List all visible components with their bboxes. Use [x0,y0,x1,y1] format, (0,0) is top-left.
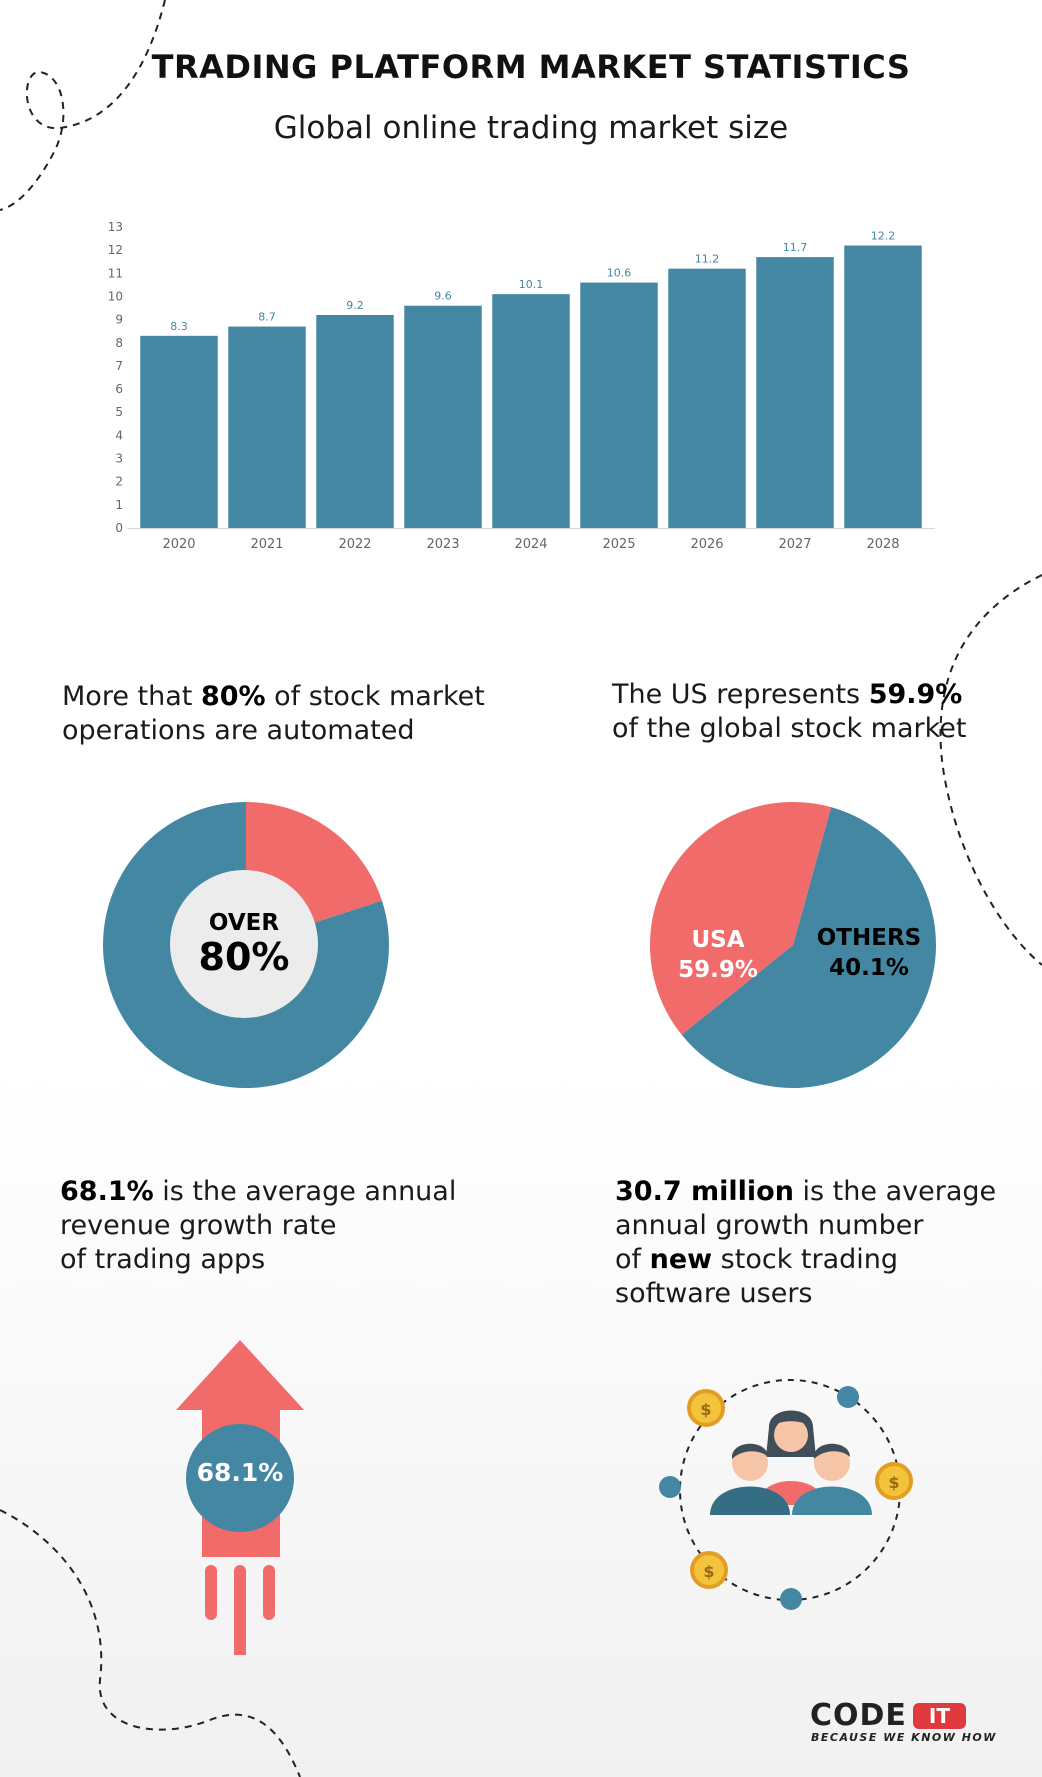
logo-tagline: BECAUSE WE KNOW HOW [811,1731,997,1744]
donut-center-value: 80% [198,935,290,979]
bar-value-label: 11.7 [783,241,808,254]
x-tick-label: 2027 [778,537,811,552]
x-tick-label: 2026 [690,537,723,552]
bar-value-label: 11.2 [695,253,720,266]
x-tick-label: 2021 [250,537,283,552]
y-tick-label: 4 [115,428,123,442]
svg-text:$: $ [888,1473,899,1492]
codeit-logo[interactable]: CODE IT [810,1698,967,1733]
y-tick-label: 5 [115,405,123,419]
bar [756,257,834,528]
bar-value-label: 10.6 [607,267,632,280]
bar [140,335,218,528]
bar [668,268,746,528]
x-tick-label: 2022 [338,537,371,552]
y-tick-label: 11 [108,266,123,280]
svg-text:$: $ [700,1400,711,1419]
automation-stat-text: More that 80% of stock market operations… [62,681,485,746]
x-tick-label: 2024 [514,537,547,552]
logo-code-text: CODE [810,1698,907,1733]
bar-value-label: 8.3 [170,320,188,333]
dollar-coin-icon: $ [687,1389,725,1427]
dollar-coin-icon: $ [875,1462,913,1500]
pie-label-usa: USA 59.9% [678,927,758,983]
bar [844,245,922,528]
x-tick-label: 2023 [426,537,459,552]
y-tick-label: 1 [115,498,123,512]
donut-center-top: OVER [208,910,280,936]
users-growth-stat-text: 30.7 million is the average annual growt… [615,1176,997,1309]
y-tick-label: 6 [115,382,123,396]
x-tick-label: 2020 [162,537,195,552]
y-tick-label: 3 [115,452,123,466]
chart-subtitle: Global online trading market size [273,110,789,146]
y-tick-label: 0 [115,521,123,535]
x-tick-label: 2028 [866,537,899,552]
bar-value-label: 8.7 [258,311,276,324]
page-title: TRADING PLATFORM MARKET STATISTICS [151,48,911,86]
bar-value-label: 9.6 [434,290,452,303]
market-size-bar-chart: 0123456789101112138.320208.720219.220229… [108,220,935,552]
x-tick-label: 2025 [602,537,635,552]
bar [404,305,482,528]
us-share-pie-chart [650,802,936,1088]
bar [228,326,306,528]
rocket-arrow-icon [176,1340,304,1655]
bar-value-label: 10.1 [519,278,544,291]
bar [492,294,570,528]
pie-slice-others [650,802,832,1035]
revenue-growth-stat-text: 68.1% is the average annual revenue grow… [60,1176,457,1275]
bar-value-label: 12.2 [871,230,896,243]
users-group-icon: $ $ $ [659,1379,913,1610]
bar [316,314,394,528]
y-tick-label: 8 [115,336,123,350]
y-tick-label: 13 [108,220,123,234]
rocket-percentage-label: 68.1% [196,1458,284,1487]
pie-label-others: OTHERS 40.1% [816,925,922,981]
pie-slice-usa [681,807,936,1088]
y-tick-label: 10 [108,289,123,303]
us-share-stat-text: The US represents 59.9% of the global st… [612,679,967,744]
y-tick-label: 2 [115,475,123,489]
bar-value-label: 9.2 [346,299,364,312]
logo-it-badge: IT [912,1702,967,1729]
dollar-coin-icon: $ [690,1551,728,1589]
y-tick-label: 7 [115,359,123,373]
bar [580,282,658,528]
donut-center-label: OVER 80% [170,870,318,1018]
svg-text:$: $ [703,1562,714,1581]
y-tick-label: 12 [108,243,123,257]
y-tick-label: 9 [115,313,123,327]
